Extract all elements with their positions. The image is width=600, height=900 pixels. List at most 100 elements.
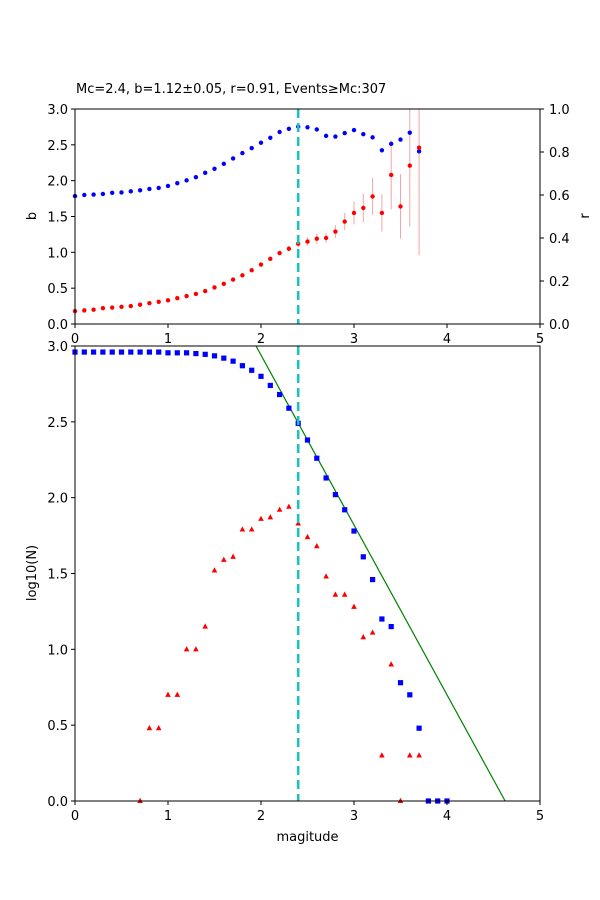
y-tick-label: 3.0 — [47, 340, 68, 355]
r-point — [147, 186, 152, 192]
r-point — [212, 166, 217, 171]
b-point — [277, 250, 282, 256]
y-tick-label: 2.5 — [47, 139, 68, 154]
b-point — [370, 194, 375, 199]
cumulative-point — [174, 350, 180, 356]
cumulative-point — [416, 725, 422, 731]
cumulative-point — [118, 349, 125, 355]
noncumulative-point — [323, 573, 329, 579]
right-y-tick-label: 0.6 — [549, 189, 570, 204]
b-point — [268, 256, 273, 261]
noncumulative-point — [332, 591, 339, 597]
r-point — [128, 189, 133, 194]
noncumulative-point — [416, 752, 422, 758]
r-point — [82, 192, 87, 198]
b-point — [249, 268, 254, 273]
cumulative-point — [193, 350, 199, 357]
r-point — [100, 191, 106, 197]
b-point — [184, 293, 189, 299]
r-point — [314, 127, 319, 132]
x-tick-label: 3 — [350, 332, 358, 347]
b-point — [286, 246, 292, 251]
r-point — [110, 190, 115, 196]
x-tick-label: 4 — [443, 809, 451, 824]
noncumulative-point — [202, 623, 208, 629]
cumulative-point — [184, 350, 190, 356]
noncumulative-point — [314, 543, 320, 549]
r-point — [221, 161, 226, 167]
cumulative-point — [360, 554, 366, 560]
r-point — [203, 170, 208, 176]
noncumulative-point — [239, 526, 246, 532]
noncumulative-point — [193, 646, 199, 652]
cumulative-point — [91, 349, 97, 355]
cumulative-point — [370, 576, 376, 583]
b-point — [389, 172, 394, 178]
y-tick-label: 2.0 — [47, 175, 68, 190]
b-point — [193, 291, 199, 297]
top-y-axis-label: b — [25, 212, 40, 220]
right-y-tick-label: 0.8 — [549, 146, 570, 161]
cumulative-point — [397, 680, 404, 686]
x-tick-label: 1 — [164, 332, 172, 347]
b-point — [110, 305, 115, 310]
r-point — [305, 125, 310, 130]
r-point — [175, 180, 180, 186]
y-tick-label: 1.0 — [47, 643, 68, 658]
b-point — [351, 210, 357, 216]
x-tick-label: 2 — [257, 332, 265, 347]
b-point — [398, 204, 403, 209]
cumulative-point — [202, 351, 208, 357]
x-tick-label: 3 — [350, 809, 358, 824]
noncumulative-point — [369, 629, 376, 635]
b-point — [91, 307, 96, 312]
b-point — [128, 303, 133, 309]
frequency-magnitude-panel: 0 1 2 3 4 5 0.0 0.5 1.0 1.5 2.0 2.5 3.0 magitude log… — [25, 340, 544, 845]
bottom-chart-marks — [72, 345, 506, 804]
x-tick-label: 2 — [257, 809, 265, 824]
cumulative-point — [156, 349, 162, 355]
b-point — [305, 239, 310, 244]
bottom-x-axis-label: magitude — [276, 830, 338, 845]
x-tick-label: 4 — [443, 332, 451, 347]
b-point — [175, 296, 180, 301]
b-point — [230, 277, 236, 282]
noncumulative-point — [397, 797, 404, 803]
y-tick-label: 1.5 — [47, 211, 68, 226]
b-point — [379, 210, 385, 216]
cumulative-point — [249, 367, 255, 373]
b-point — [333, 229, 338, 234]
b-point — [314, 236, 319, 241]
r-point — [230, 156, 236, 161]
right-y-tick-label: 0.0 — [549, 318, 570, 333]
r-point — [137, 188, 143, 193]
cumulative-point — [277, 391, 283, 398]
y-tick-label: 1.5 — [47, 568, 68, 583]
r-point — [389, 141, 394, 147]
b-point — [119, 304, 124, 309]
bottom-chart-ticks: 0 1 2 3 4 5 0.0 0.5 1.0 1.5 2.0 2.5 3.0 — [47, 340, 544, 824]
cumulative-point — [100, 349, 106, 355]
r-point — [416, 149, 422, 154]
top-chart-ticks: 0 1 2 3 4 5 0.0 0.5 1.0 1.5 2.0 2.5 3.0 0.0 0.2 0.4 0.6 0… — [47, 103, 569, 347]
noncumulative-point — [267, 514, 274, 520]
right-y-tick-label: 1.0 — [549, 103, 570, 118]
x-tick-label: 0 — [71, 332, 79, 347]
y-tick-label: 1.0 — [47, 246, 68, 261]
cumulative-point — [211, 353, 218, 359]
b-point — [407, 163, 412, 168]
noncumulative-point — [211, 567, 218, 573]
top-chart-title: Mc=2.4, b=1.12±0.05, r=0.91, Events≥Mc:3… — [76, 82, 386, 97]
noncumulative-point — [183, 646, 190, 652]
noncumulative-point — [258, 515, 264, 521]
r-point — [351, 127, 357, 133]
cumulative-point — [267, 382, 273, 389]
r-point — [91, 192, 96, 197]
b-point — [240, 273, 245, 278]
noncumulative-point — [276, 506, 283, 512]
b-point — [258, 262, 264, 267]
noncumulative-point — [230, 553, 236, 559]
y-tick-label: 0.5 — [47, 719, 68, 734]
r-point — [165, 183, 171, 189]
